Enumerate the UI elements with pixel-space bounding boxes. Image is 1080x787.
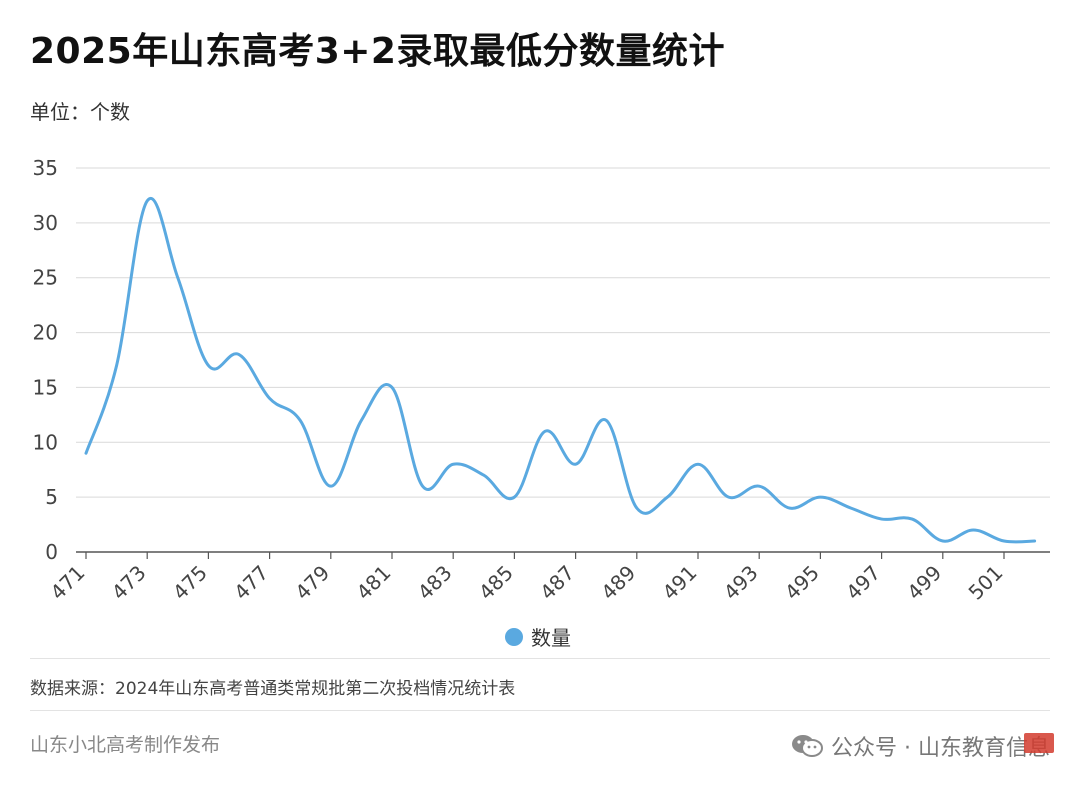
x-tick-label: 477 [229, 561, 273, 605]
legend-series-label: 数量 [531, 626, 571, 650]
y-tick-label: 20 [33, 321, 58, 345]
data-source: 数据来源：2024年山东高考普通类常规批第二次投档情况统计表 [30, 679, 516, 699]
x-tick-label: 491 [658, 561, 702, 605]
x-tick-label: 493 [719, 561, 763, 605]
x-tick-label: 499 [902, 561, 946, 605]
seal-stamp [1024, 733, 1054, 753]
unit-label: 单位：个数 [30, 100, 130, 124]
x-tick-label: 495 [780, 561, 824, 605]
line-chart: 0 5 10 15 20 25 30 35 471 473 475 477 479 481 483 485 48… [33, 156, 1050, 605]
wechat-account-label: 公众号 · 山东教育信息 [831, 736, 1050, 761]
x-tick-label: 487 [535, 561, 579, 605]
series-line-数量 [84, 196, 1037, 544]
y-tick-label: 5 [45, 485, 58, 509]
x-tick-label: 501 [964, 561, 1008, 605]
x-tick-label: 475 [168, 561, 212, 605]
x-tick-label: 483 [413, 561, 457, 605]
y-tick-label: 35 [33, 156, 58, 180]
x-tick-label: 479 [290, 561, 334, 605]
x-tick-label: 473 [107, 561, 151, 605]
legend-series-marker [505, 627, 523, 646]
divider-top [30, 658, 1050, 659]
chart-title: 2025年山东高考3+2录取最低分数量统计 [30, 31, 725, 72]
legend[interactable]: 数量 [505, 622, 571, 651]
y-tick-label: 25 [33, 266, 58, 290]
x-tick-label: 489 [596, 561, 640, 605]
x-tick-label: 481 [352, 561, 396, 605]
x-tick-label: 471 [46, 561, 90, 605]
x-tick-label: 497 [841, 561, 885, 605]
divider-bottom [30, 710, 1050, 711]
y-tick-label: 0 [45, 540, 58, 564]
publisher-label: 山东小北高考制作发布 [30, 734, 221, 756]
x-tick-label: 485 [474, 561, 518, 605]
wechat-account[interactable]: 公众号 · 山东教育信息 [791, 730, 1050, 762]
y-tick-label: 30 [33, 211, 58, 235]
y-tick-label: 10 [33, 430, 58, 454]
y-tick-label: 15 [33, 375, 58, 399]
wechat-icon [791, 733, 824, 759]
